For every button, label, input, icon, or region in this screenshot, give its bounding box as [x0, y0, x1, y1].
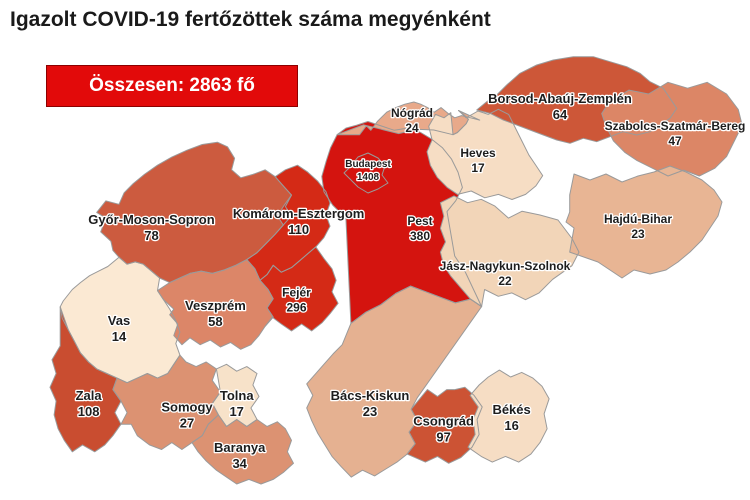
svg-text:17: 17: [471, 161, 485, 175]
svg-text:Hajdú-Bihar: Hajdú-Bihar: [604, 212, 672, 226]
svg-text:Jász-Nagykun-Szolnok: Jász-Nagykun-Szolnok: [440, 259, 571, 273]
svg-text:Győr-Moson-Sopron: Győr-Moson-Sopron: [88, 212, 214, 227]
svg-text:14: 14: [112, 329, 127, 344]
svg-text:Tolna: Tolna: [220, 388, 254, 403]
svg-text:Békés: Békés: [492, 402, 530, 417]
svg-text:Bács-Kiskun: Bács-Kiskun: [331, 388, 410, 403]
svg-text:97: 97: [436, 429, 450, 444]
svg-text:Vas: Vas: [108, 313, 130, 328]
svg-text:16: 16: [504, 418, 518, 433]
svg-text:47: 47: [668, 134, 682, 148]
svg-text:1408: 1408: [357, 172, 380, 183]
svg-text:22: 22: [498, 274, 512, 288]
svg-text:Fejér: Fejér: [282, 285, 311, 299]
svg-text:34: 34: [232, 456, 247, 471]
svg-text:Veszprém: Veszprém: [185, 298, 246, 313]
svg-text:Csongrád: Csongrád: [413, 413, 474, 428]
svg-text:58: 58: [208, 314, 222, 329]
svg-text:Borsod-Abaúj-Zemplén: Borsod-Abaúj-Zemplén: [488, 91, 632, 106]
svg-text:Heves: Heves: [460, 146, 496, 160]
svg-text:Baranya: Baranya: [214, 440, 266, 455]
svg-text:110: 110: [288, 222, 309, 237]
svg-text:Pest: Pest: [407, 214, 432, 228]
svg-text:108: 108: [78, 404, 100, 419]
svg-text:296: 296: [286, 300, 306, 314]
svg-text:23: 23: [363, 404, 377, 419]
svg-text:Somogy: Somogy: [161, 400, 213, 415]
svg-text:Szabolcs-Szatmár-Bereg: Szabolcs-Szatmár-Bereg: [605, 119, 746, 133]
svg-text:17: 17: [229, 404, 243, 419]
svg-text:Zala: Zala: [76, 388, 103, 403]
svg-text:23: 23: [631, 227, 645, 241]
svg-text:64: 64: [553, 107, 568, 122]
svg-text:24: 24: [405, 121, 419, 135]
svg-text:27: 27: [180, 416, 194, 431]
svg-text:78: 78: [144, 228, 158, 243]
svg-text:Nógrád: Nógrád: [391, 106, 433, 120]
svg-text:Komárom-Esztergom: Komárom-Esztergom: [233, 206, 364, 221]
svg-text:380: 380: [410, 229, 430, 243]
svg-text:Budapest: Budapest: [345, 159, 391, 170]
